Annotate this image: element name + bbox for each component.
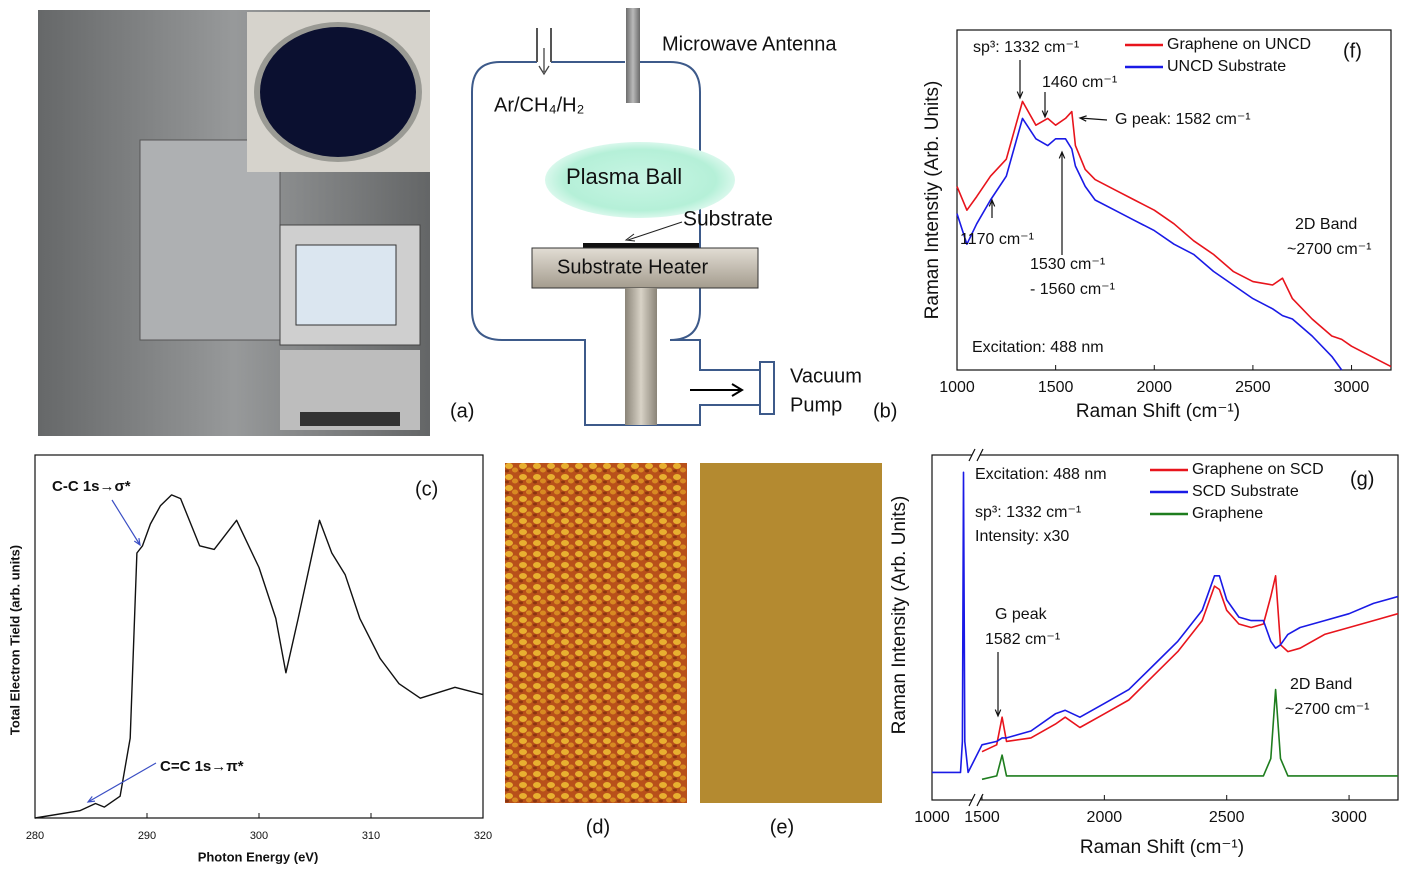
panel-label: (b) [873,400,897,422]
x-axis-label: Raman Shift (cm⁻¹) [1080,837,1244,858]
post [625,288,657,425]
diagram-label: Ar/CH₄/H₂ [494,94,584,116]
legend-label: Graphene on SCD [1192,461,1324,478]
plot-frame [35,455,483,818]
diagram-label: Pump [790,394,842,416]
series-line [35,495,483,818]
photo [38,10,430,436]
x-tick-label: 310 [362,830,380,842]
arrow [112,500,140,545]
diagram-label: Substrate [683,208,773,231]
panel-label: (e) [770,816,794,838]
x-tick-label: 1500 [1038,379,1074,396]
annotation: Intensity: x30 [975,528,1069,545]
afm-image-d [505,463,687,803]
x-tick-label: 2000 [1136,379,1172,396]
x-tick-label: 290 [138,830,156,842]
afm-image-e [700,463,882,803]
annotation: Excitation: 488 nm [975,466,1107,483]
annotation: 1170 cm⁻¹ [960,231,1034,248]
x-tick-label: 1000 [939,379,975,396]
panel-label: (a) [450,400,474,422]
x-tick-label: 1500 [964,809,1000,826]
x-tick-label: 1000 [914,809,950,826]
arrow [1042,92,1047,117]
annotation: 1530 cm⁻¹ [1030,256,1105,273]
diagram-label: Microwave Antenna [662,33,837,55]
x-axis-label: Photon Energy (eV) [198,849,319,864]
legend-label: SCD Substrate [1192,483,1299,500]
x-axis-label: Raman Shift (cm⁻¹) [1076,401,1240,422]
y-axis-label: Raman Intensity (Arb. Units) [889,496,910,735]
diagram-label: Substrate Heater [557,256,709,278]
x-tick-label: 3000 [1331,809,1367,826]
y-axis-label: Total Electron Tield (arb. units) [7,545,22,735]
x-tick-label: 3000 [1334,379,1370,396]
diagram-label: Vacuum [790,365,862,387]
panel-label: (f) [1343,40,1362,62]
annotation: - 1560 cm⁻¹ [1030,281,1115,298]
annotation: Excitation: 488 nm [972,339,1104,356]
x-tick-label: 320 [474,830,492,842]
figure: (a) Microwave Antenna Ar/CH₄/H₂ Plasma Ball… [0,0,1411,872]
arrow [989,200,994,218]
arrow [995,652,1000,716]
arrow [1017,60,1022,98]
annotation: C=C 1s→π* [160,758,244,775]
legend-label: UNCD Substrate [1167,58,1286,75]
x-tick-label: 2500 [1209,809,1245,826]
diagram-label: Plasma Ball [566,164,682,189]
panel-label: (d) [586,816,610,838]
annotation: 2D Band [1295,216,1357,233]
annotation: ~2700 cm⁻¹ [1287,241,1371,258]
panel-label: (c) [415,478,438,500]
legend-label: Graphene on UNCD [1167,36,1311,53]
annotation: ~2700 cm⁻¹ [1285,701,1369,718]
antenna [626,8,640,103]
annotation: C-C 1s→σ* [52,478,131,495]
x-tick-label: 2500 [1235,379,1271,396]
x-tick-label: 280 [26,830,44,842]
annotation: 1582 cm⁻¹ [985,631,1060,648]
annotation: 1460 cm⁻¹ [1042,74,1117,91]
annotation: sp³: 1332 cm⁻¹ [975,504,1081,521]
arrow [1080,116,1107,121]
annotation: G peak [995,606,1048,623]
x-tick-label: 2000 [1087,809,1123,826]
annotation: G peak: 1582 cm⁻¹ [1115,111,1251,128]
annotation: 2D Band [1290,676,1352,693]
annotation: sp³: 1332 cm⁻¹ [973,39,1079,56]
x-tick-label: 300 [250,830,268,842]
y-axis-label: Raman Intenstiy (Arb. Units) [922,81,943,320]
panel-label: (g) [1350,468,1374,490]
pump-arrow [690,384,742,396]
arrow [88,763,156,802]
substrate-arrow [626,222,682,241]
arrow [1059,152,1064,255]
legend-label: Graphene [1192,505,1263,522]
plot-frame [957,30,1391,370]
series-line [982,576,1398,752]
substrate [583,243,699,248]
